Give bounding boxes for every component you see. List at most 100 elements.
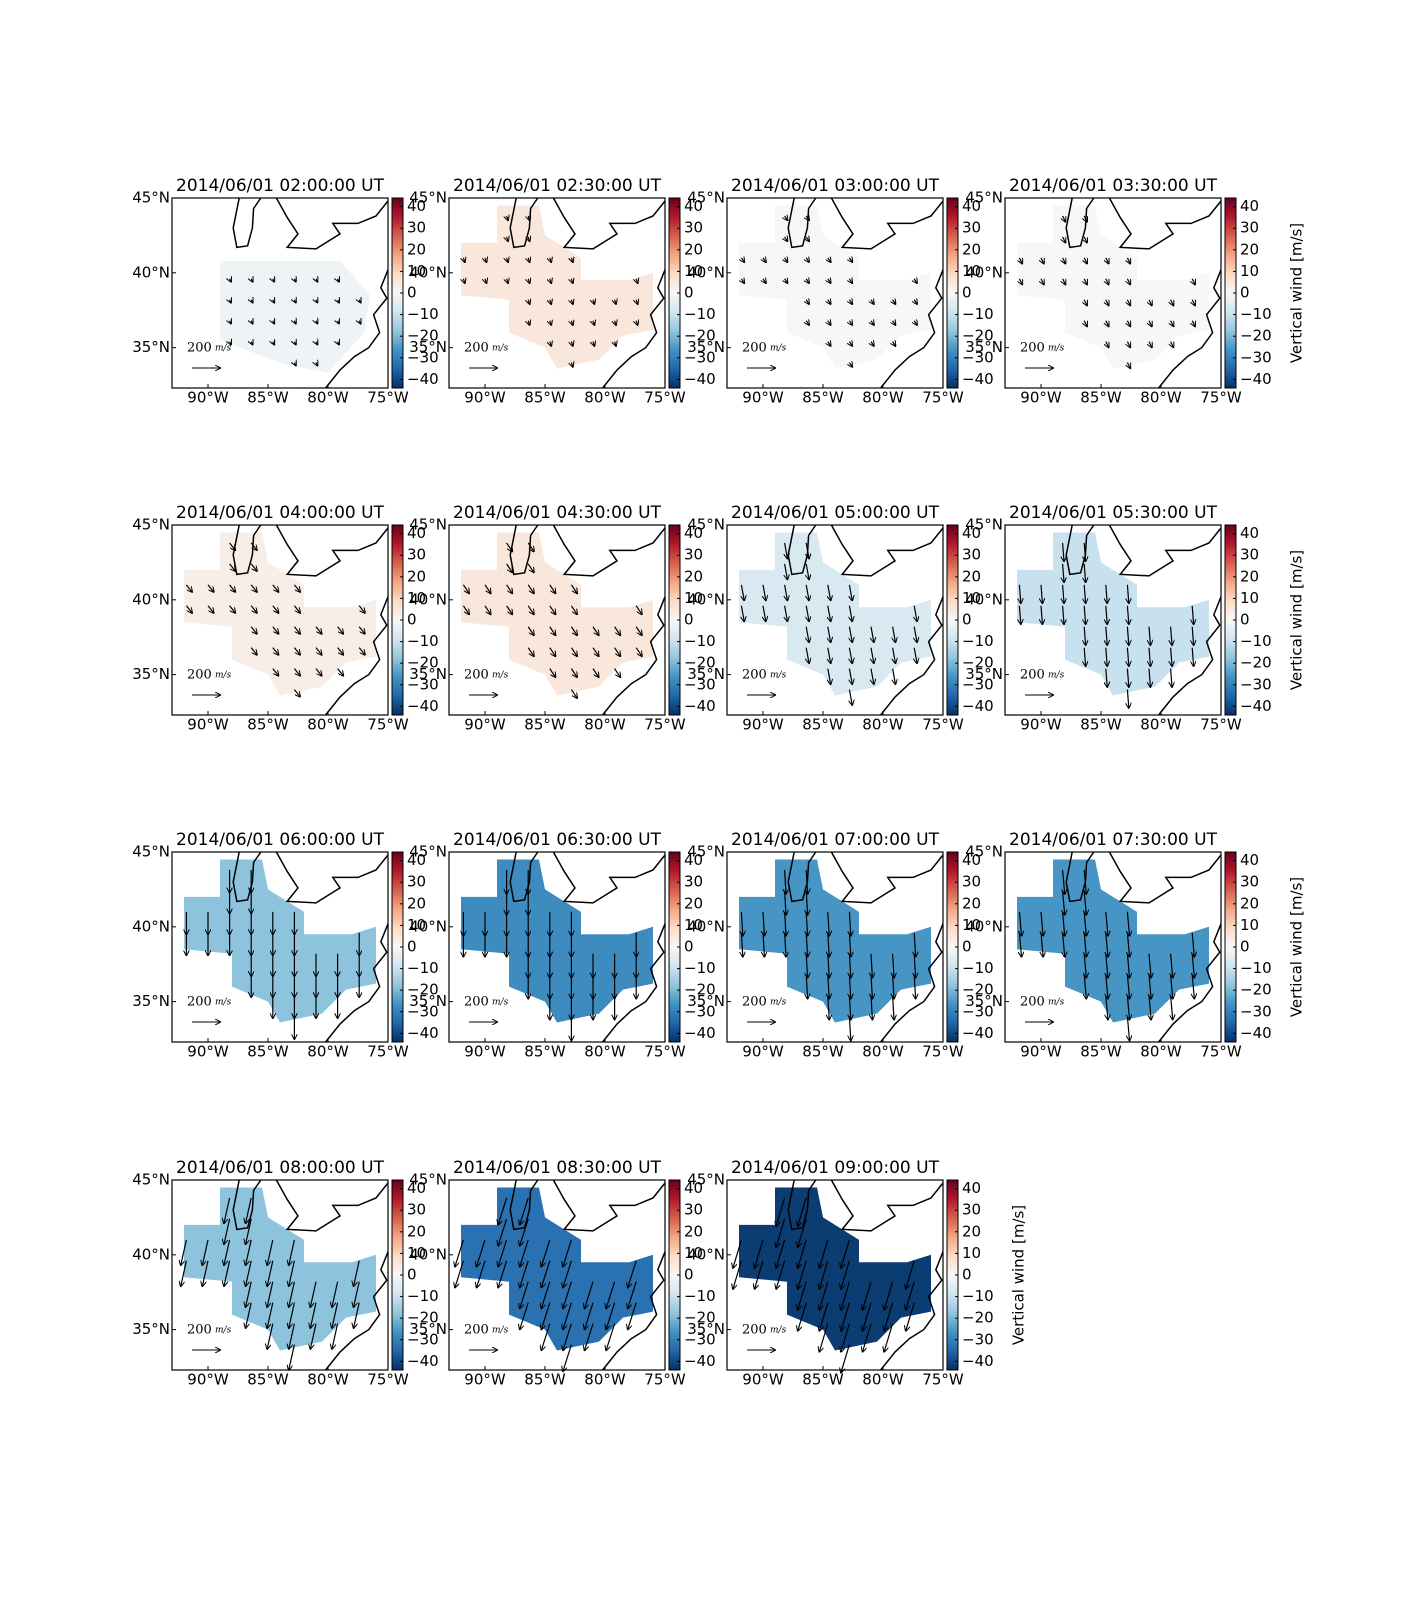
colorbar-tick-label: 10 xyxy=(962,589,981,607)
map-frame xyxy=(726,1179,944,1371)
wind-vector xyxy=(289,1323,295,1349)
wind-vector xyxy=(1084,647,1085,666)
wind-vector xyxy=(785,237,788,241)
wind-vector xyxy=(527,542,534,551)
wind-vector xyxy=(1127,1016,1129,1041)
coastline xyxy=(602,269,666,389)
x-tick-label: 75°W xyxy=(644,716,686,734)
colorbar-tick-label: 30 xyxy=(407,219,426,237)
colorbar-tick-label: −30 xyxy=(962,1002,994,1020)
map-panel: 2014/06/01 08:30:00 UT 90°W 85°W 80°W 75°W 35… xyxy=(409,1158,715,1389)
wind-vector xyxy=(498,1260,508,1288)
wind-vector xyxy=(293,668,300,676)
y-tick-label: 45°N xyxy=(687,516,725,534)
x-tick-label: 90°W xyxy=(464,1371,506,1389)
wind-vector xyxy=(806,237,809,241)
wind-vector xyxy=(294,363,295,366)
wind-vector xyxy=(1149,668,1150,687)
reference-speed: 200 xyxy=(1020,668,1045,683)
wind-vector xyxy=(841,1260,850,1289)
wind-vector xyxy=(871,300,874,304)
map-panel: 2014/06/01 03:30:00 UT 90°W 85°W 80°W 75°W 35… xyxy=(965,176,1305,407)
colorbar-tick-label: 30 xyxy=(962,546,981,564)
wind-vector xyxy=(614,647,621,656)
wind-vector xyxy=(1063,236,1066,243)
x-tick-label: 85°W xyxy=(247,1371,289,1389)
wind-vector xyxy=(863,1323,872,1352)
wind-vector xyxy=(828,584,831,600)
wind-vector xyxy=(207,584,214,592)
wind-vector xyxy=(332,1281,339,1307)
wind-vector xyxy=(571,258,572,262)
colorbar-tick-label: −30 xyxy=(1240,348,1272,366)
colorbar-tick-label: 0 xyxy=(962,611,972,629)
coastline xyxy=(880,269,944,389)
colorbar-tick-label: 10 xyxy=(1240,916,1259,934)
x-tick-label: 75°W xyxy=(644,1371,686,1389)
colorbar-tick-label: 20 xyxy=(407,1222,426,1240)
wind-vector xyxy=(1019,584,1020,603)
colorbar-tick-label: 10 xyxy=(962,1244,981,1262)
colorbar-label: Vertical wind [m/s] xyxy=(1288,550,1306,690)
wind-vector xyxy=(1171,299,1174,306)
wind-vector xyxy=(635,626,642,635)
colorbar-tick-label: 40 xyxy=(407,851,426,869)
reference-speed: 200 xyxy=(742,995,767,1010)
wind-vector xyxy=(1149,953,1151,978)
wind-vector xyxy=(316,321,317,324)
colorbar-tick-label: −20 xyxy=(962,981,994,999)
wind-vector xyxy=(310,1302,317,1328)
colorbar-tick-label: −10 xyxy=(684,632,716,650)
wind-vector xyxy=(1127,668,1128,687)
wind-vector xyxy=(863,1302,872,1331)
reference-speed: 200 xyxy=(187,341,212,356)
wind-vector xyxy=(849,321,852,325)
y-tick-label: 35°N xyxy=(132,992,170,1010)
wind-field xyxy=(461,859,653,1023)
map-frame xyxy=(726,524,944,716)
wind-vector xyxy=(741,279,744,283)
x-tick-label: 85°W xyxy=(524,389,566,407)
colorbar-tick-label: 20 xyxy=(962,567,981,585)
wind-vector xyxy=(527,647,534,656)
coastline xyxy=(275,197,389,250)
wind-vector xyxy=(272,626,279,634)
wind-vector xyxy=(337,668,344,676)
wind-vector xyxy=(841,1323,850,1352)
wind-vector xyxy=(785,605,788,621)
colorbar-tick-label: −30 xyxy=(962,348,994,366)
colorbar-tick-label: 0 xyxy=(1240,611,1250,629)
colorbar-tick-label: 10 xyxy=(962,916,981,934)
wind-vector xyxy=(246,1197,252,1223)
colorbar-tick-label: −20 xyxy=(1240,327,1272,345)
wind-field xyxy=(184,532,376,696)
wind-vector xyxy=(893,668,896,684)
map-panel: 2014/06/01 04:00:00 UT 90°W 85°W 80°W 75°W 35… xyxy=(132,503,438,734)
colorbar-tick-label: 40 xyxy=(1240,851,1259,869)
wind-vector xyxy=(1084,278,1087,285)
map-panel: 2014/06/01 02:30:00 UT 90°W 85°W 80°W 75°W 35… xyxy=(409,176,715,407)
colorbar-tick-label: −30 xyxy=(1240,675,1272,693)
x-tick-label: 75°W xyxy=(922,1371,964,1389)
wind-vector xyxy=(884,1323,894,1352)
wind-vector xyxy=(806,279,809,283)
map-frame xyxy=(448,197,666,389)
wind-vector xyxy=(1149,320,1152,327)
colorbar-label: Vertical wind [m/s] xyxy=(1288,877,1306,1017)
wind-vector xyxy=(1019,257,1022,264)
colorbar-tick-label: 30 xyxy=(407,873,426,891)
wind-vector xyxy=(763,605,766,621)
y-tick-label: 40°N xyxy=(687,917,725,935)
wind-vector xyxy=(1127,626,1128,645)
wind-vector xyxy=(289,1281,295,1307)
coastline xyxy=(1158,596,1222,716)
wind-vector xyxy=(1149,341,1152,348)
reference-speed: 200 xyxy=(464,995,489,1010)
colorbar-tick-label: 20 xyxy=(407,894,426,912)
map-frame xyxy=(448,524,666,716)
x-tick-label: 75°W xyxy=(367,716,409,734)
wind-vector xyxy=(229,584,236,592)
colorbar-tick-label: −10 xyxy=(684,305,716,323)
y-tick-label: 40°N xyxy=(132,263,170,281)
y-tick-label: 40°N xyxy=(965,917,1003,935)
